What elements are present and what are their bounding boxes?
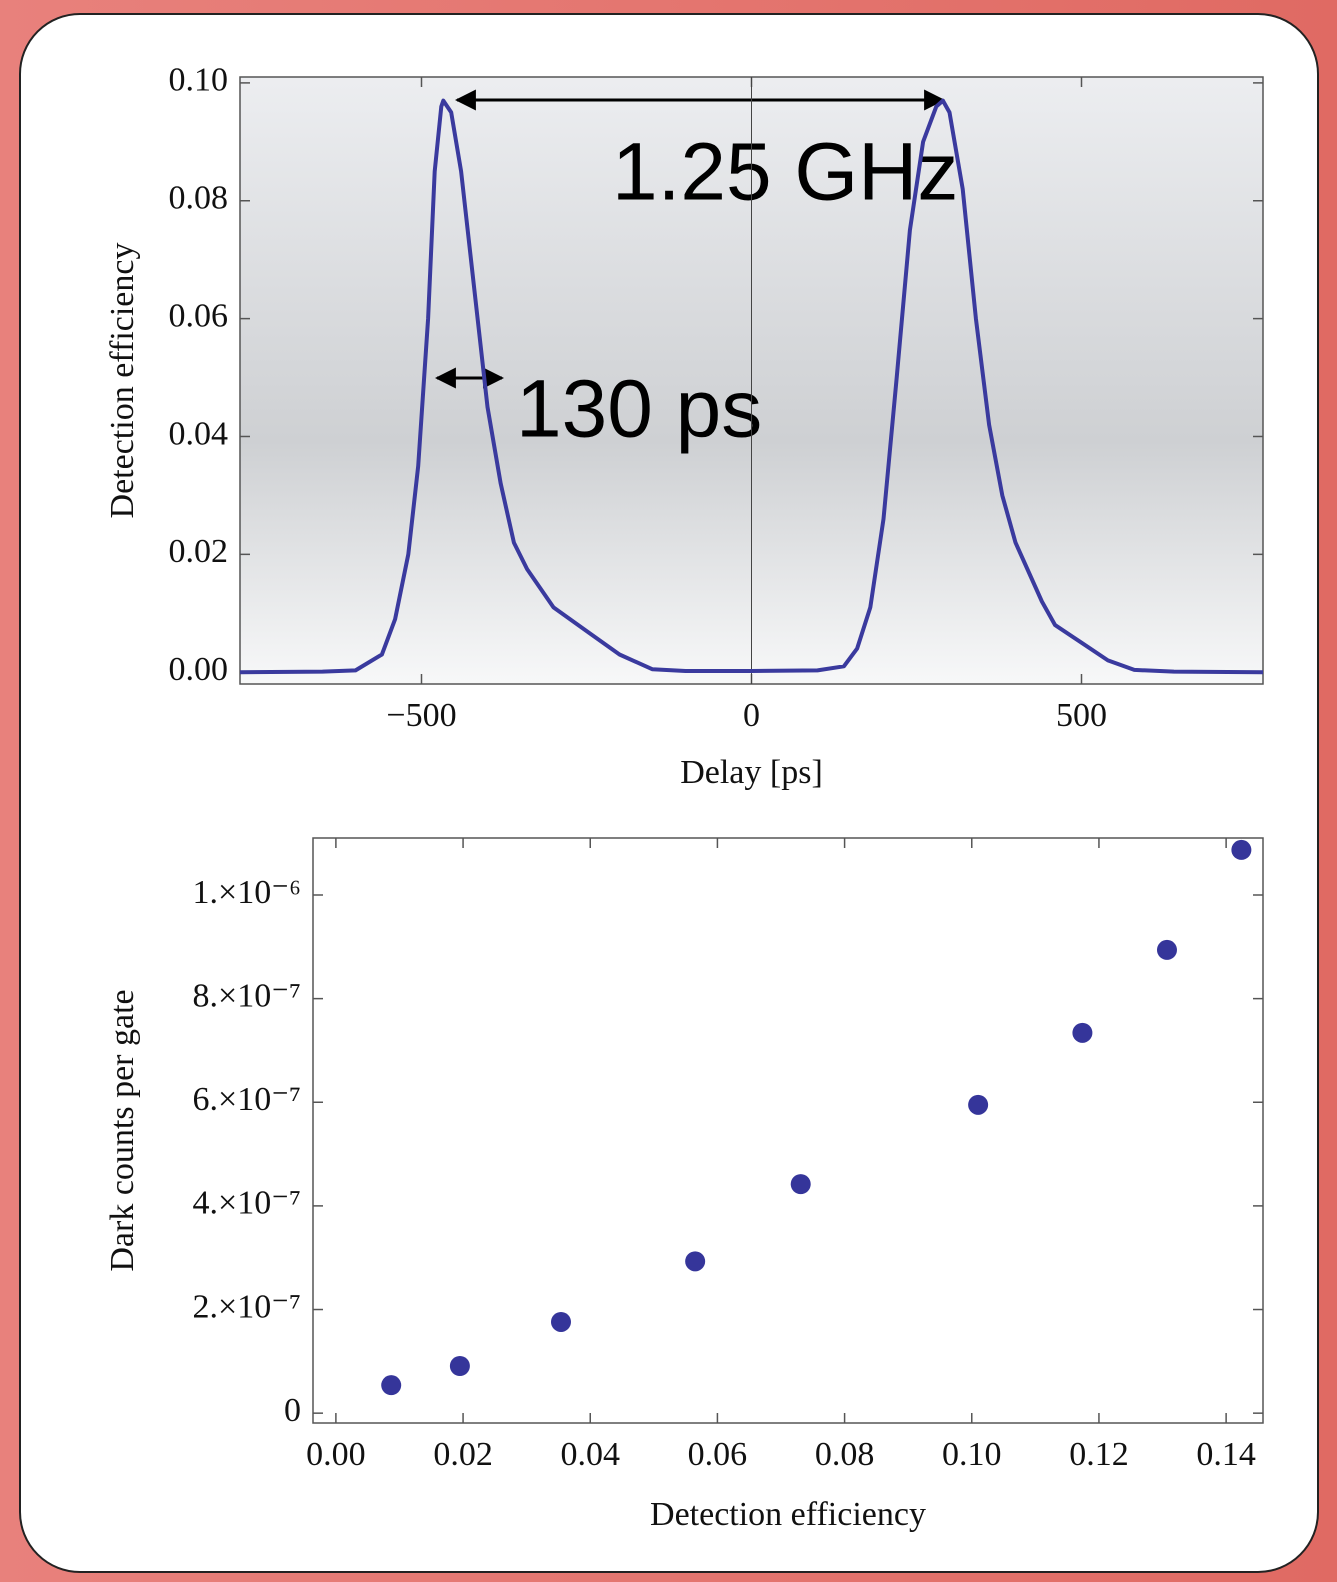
y-tick-label: 8.×10⁻⁷ (193, 977, 301, 1014)
annotation: 130 ps (516, 364, 762, 455)
data-point (381, 1375, 402, 1396)
x-axis-label: Delay [ps] (680, 754, 823, 791)
y-tick-label: 0.06 (169, 297, 229, 334)
y-tick-label: 0.04 (169, 415, 229, 452)
x-tick-label: 500 (1056, 697, 1107, 734)
plot-frame (312, 837, 1264, 1424)
x-tick-label: 0.00 (306, 1436, 366, 1473)
data-point (790, 1174, 811, 1195)
x-tick-label: 0.10 (942, 1436, 1002, 1473)
y-tick-label: 0.08 (169, 180, 229, 217)
y-tick-label: 0.10 (169, 62, 229, 99)
annotation: 1.25 GHz (612, 127, 958, 218)
data-point (449, 1356, 470, 1377)
y-tick-label: 1.×10⁻⁶ (193, 874, 301, 911)
x-tick-label: 0.02 (433, 1436, 493, 1473)
x-tick-label: 0.06 (688, 1436, 748, 1473)
y-tick-label: 0 (284, 1392, 301, 1429)
x-tick-label: 0.14 (1196, 1436, 1256, 1473)
y-tick-label: 0.02 (169, 533, 229, 570)
y-axis-label: Dark counts per gate (104, 989, 141, 1271)
y-tick-label: 4.×10⁻⁷ (193, 1185, 301, 1222)
data-point (1156, 939, 1177, 960)
x-tick-label: 0.08 (815, 1436, 875, 1473)
y-tick-label: 0.00 (169, 651, 229, 688)
y-tick-label: 2.×10⁻⁷ (193, 1288, 301, 1325)
data-point (968, 1094, 989, 1115)
x-tick-label: 0 (743, 697, 760, 734)
data-line (239, 98, 1264, 675)
y-axis-label: Detection efficiency (104, 243, 141, 519)
y-tick-label: 6.×10⁻⁷ (193, 1081, 301, 1118)
x-tick-label: 0.12 (1069, 1436, 1129, 1473)
data-point (1231, 839, 1252, 860)
data-point (685, 1251, 706, 1272)
x-tick-label: 0.04 (560, 1436, 620, 1473)
x-axis-label: Detection efficiency (650, 1496, 926, 1533)
data-point (550, 1311, 571, 1332)
x-tick-label: −500 (386, 697, 456, 734)
data-point (1072, 1022, 1093, 1043)
